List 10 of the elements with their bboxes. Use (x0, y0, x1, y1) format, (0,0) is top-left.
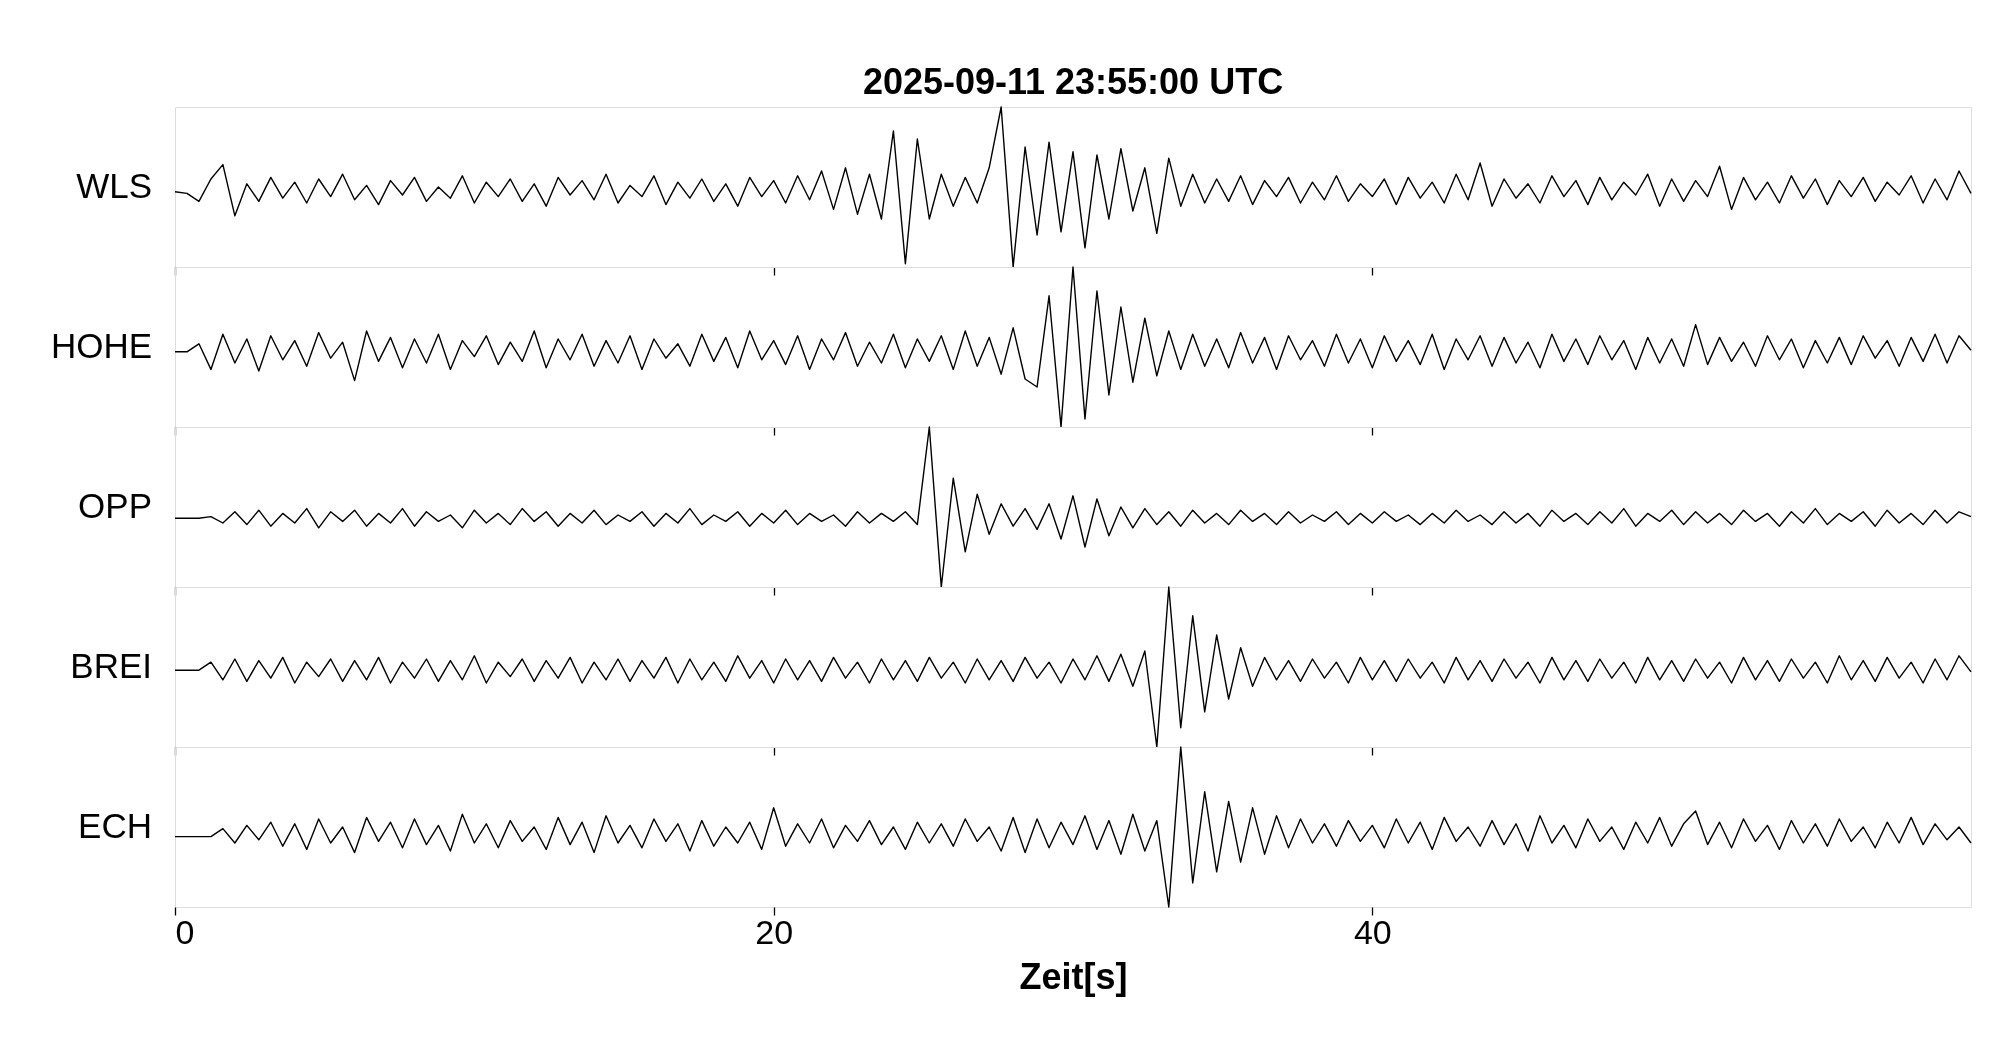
x-tick-label: 40 (1353, 912, 1392, 951)
x-tick-label: 0 (175, 912, 195, 951)
y-axis-title: BREI (70, 646, 152, 685)
y-axis-title: ECH (78, 806, 152, 845)
x-axis-title: Zeit[s] (1019, 955, 1128, 997)
y-axis-title: WLS (76, 166, 152, 205)
x-tick-label: 20 (755, 912, 794, 951)
y-axis-title: HOHE (50, 326, 152, 365)
y-axis-title: OPP (78, 486, 152, 525)
chart-title: 2025-09-11 23:55:00 UTC (862, 61, 1284, 103)
